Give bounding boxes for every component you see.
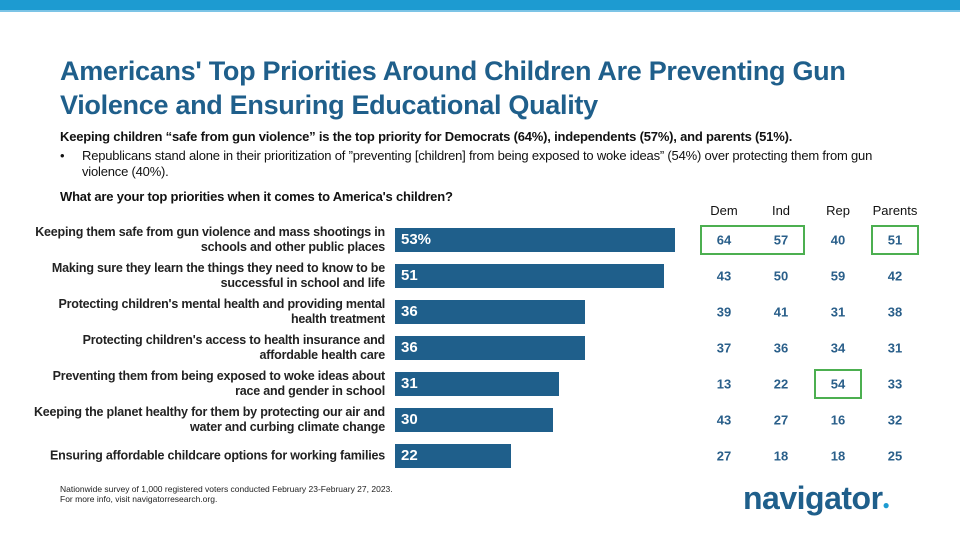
bar: 53% bbox=[395, 228, 675, 252]
category-label: Protecting children's mental health and … bbox=[58, 297, 385, 326]
category-label: Preventing them from being exposed to wo… bbox=[52, 369, 386, 398]
bar: 31 bbox=[395, 372, 559, 396]
table-cell-rep: 16 bbox=[830, 412, 846, 428]
table-cell-parents: 42 bbox=[887, 268, 903, 284]
table-cell-parents: 25 bbox=[887, 448, 903, 464]
data-label: 30 bbox=[401, 411, 418, 428]
navigator-logo: navigator● bbox=[743, 480, 890, 516]
column-header: Ind bbox=[771, 203, 791, 218]
table-cell-rep: 18 bbox=[830, 448, 846, 464]
table-cell-ind: 50 bbox=[773, 268, 789, 284]
data-label: 22 bbox=[401, 447, 418, 464]
data-label: 36 bbox=[401, 339, 418, 356]
table-cell-ind: 41 bbox=[773, 304, 789, 320]
data-label: 51 bbox=[401, 267, 418, 284]
category-label: Protecting children's access to health i… bbox=[82, 333, 386, 362]
bullet-point: Republicans stand alone in their priorit… bbox=[60, 148, 920, 180]
column-header: Rep bbox=[826, 203, 850, 218]
footnote-line: Nationwide survey of 1,000 registered vo… bbox=[60, 484, 393, 494]
bar: 30 bbox=[395, 408, 554, 432]
highlight-box bbox=[700, 225, 805, 255]
table-cell-parents: 33 bbox=[887, 376, 903, 392]
logo-text: navigator bbox=[743, 480, 883, 516]
table-cell-rep: 34 bbox=[830, 340, 846, 356]
highlight-box bbox=[814, 369, 862, 399]
table-cell-parents: 31 bbox=[887, 340, 903, 356]
table-cell-dem: 64 bbox=[716, 232, 732, 248]
table-cell-rep: 31 bbox=[830, 304, 846, 320]
category-label: Making sure they learn the things they n… bbox=[51, 261, 385, 290]
bar: 22 bbox=[395, 444, 512, 468]
table-cell-dem: 43 bbox=[716, 268, 732, 284]
table-cell-ind: 27 bbox=[773, 412, 789, 428]
bar: 51 bbox=[395, 264, 665, 288]
data-label: 53% bbox=[401, 231, 432, 248]
data-label: 36 bbox=[401, 303, 418, 320]
table-cell-parents: 51 bbox=[887, 232, 903, 248]
table-cell-ind: 36 bbox=[773, 340, 789, 356]
table-cell-dem: 39 bbox=[716, 304, 732, 320]
table-cell-parents: 38 bbox=[887, 304, 903, 320]
highlight-box bbox=[871, 225, 919, 255]
slide-title: Americans' Top Priorities Around Childre… bbox=[60, 56, 846, 120]
table-cell-rep: 40 bbox=[830, 232, 846, 248]
column-header: Dem bbox=[710, 203, 738, 218]
column-header: Parents bbox=[872, 203, 918, 218]
category-label: Keeping them safe from gun violence and … bbox=[35, 225, 385, 254]
category-label: Ensuring affordable childcare options fo… bbox=[50, 448, 385, 463]
subtitle: Keeping children “safe from gun violence… bbox=[60, 129, 793, 144]
top-accent-bar bbox=[0, 0, 960, 12]
table-cell-dem: 13 bbox=[716, 376, 732, 392]
table-cell-dem: 37 bbox=[716, 340, 732, 356]
data-label: 31 bbox=[401, 375, 418, 392]
footnote: Nationwide survey of 1,000 registered vo… bbox=[60, 484, 393, 504]
table-cell-dem: 27 bbox=[716, 448, 732, 464]
table-cell-ind: 22 bbox=[773, 376, 789, 392]
category-label: Keeping the planet healthy for them by p… bbox=[33, 405, 385, 434]
table-cell-rep: 54 bbox=[830, 376, 846, 392]
table-cell-ind: 57 bbox=[773, 232, 789, 248]
table-cell-ind: 18 bbox=[773, 448, 789, 464]
table-cell-parents: 32 bbox=[887, 412, 903, 428]
table-cell-dem: 43 bbox=[716, 412, 732, 428]
survey-question: What are your top priorities when it com… bbox=[60, 189, 453, 204]
bar: 36 bbox=[395, 300, 586, 324]
table-cell-rep: 59 bbox=[830, 268, 846, 284]
footnote-line: For more info, visit navigatorresearch.o… bbox=[60, 494, 218, 504]
bar: 36 bbox=[395, 336, 586, 360]
